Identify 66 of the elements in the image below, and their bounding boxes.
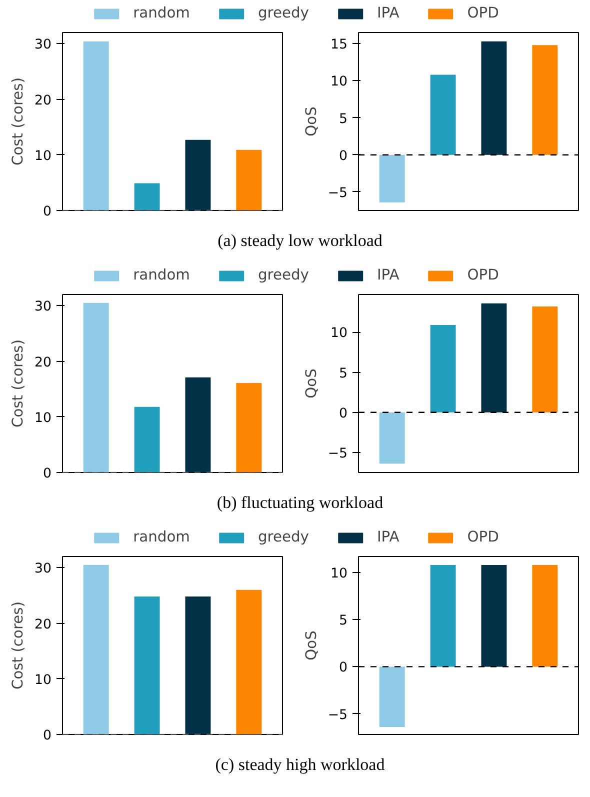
legend-label: IPA bbox=[376, 528, 400, 546]
legend-label: OPD bbox=[467, 4, 499, 22]
bar bbox=[481, 303, 507, 412]
y-tick-label: 5 bbox=[339, 112, 348, 127]
y-tick-label: 10 bbox=[34, 148, 52, 164]
y-tick-label: 15 bbox=[330, 38, 348, 53]
y-tick-label: 10 bbox=[330, 566, 348, 582]
bar bbox=[236, 150, 262, 210]
bar bbox=[185, 140, 211, 210]
text: (b) fluctuating workload bbox=[216, 492, 384, 514]
bar bbox=[532, 45, 558, 155]
bar bbox=[481, 41, 507, 155]
bar bbox=[430, 74, 456, 155]
bar bbox=[379, 412, 405, 464]
bar bbox=[379, 154, 405, 202]
legend-label: greedy bbox=[258, 266, 309, 284]
y-tick-label: 0 bbox=[339, 148, 348, 164]
y-axis-title: QoS bbox=[302, 630, 320, 660]
legend-label: random bbox=[133, 4, 190, 22]
bar bbox=[236, 590, 262, 734]
legend-label: IPA bbox=[376, 266, 400, 284]
legend-label: OPD bbox=[467, 266, 499, 284]
y-tick-label: 30 bbox=[34, 300, 52, 315]
bar bbox=[430, 324, 456, 412]
y-axis-title: Cost (cores) bbox=[10, 601, 27, 690]
y-tick-label: 0 bbox=[43, 466, 52, 482]
legend-label: greedy bbox=[258, 4, 309, 22]
y-axis-title: QoS bbox=[302, 368, 320, 398]
y-axis-title: Cost (cores) bbox=[10, 77, 27, 166]
y-tick-label: 0 bbox=[43, 728, 52, 744]
bar bbox=[83, 41, 109, 210]
y-tick-label: 10 bbox=[330, 326, 348, 342]
y-tick-label: 30 bbox=[34, 38, 52, 53]
legend-label: random bbox=[133, 266, 190, 284]
y-tick-label: 0 bbox=[339, 660, 348, 676]
bar bbox=[83, 302, 109, 472]
y-tick-label: 5 bbox=[339, 366, 348, 382]
y-tick-label: 20 bbox=[34, 93, 52, 108]
bar bbox=[185, 377, 211, 472]
y-tick-label: −5 bbox=[328, 708, 348, 723]
legend-label: IPA bbox=[376, 4, 400, 22]
y-tick-label: 20 bbox=[34, 355, 52, 370]
y-tick-label: 10 bbox=[34, 410, 52, 426]
text: (a) steady low workload bbox=[218, 230, 382, 252]
y-tick-label: 10 bbox=[330, 74, 348, 90]
legend-label: OPD bbox=[467, 528, 499, 546]
bar bbox=[532, 306, 558, 412]
y-tick-label: −5 bbox=[328, 186, 348, 201]
y-tick-label: 10 bbox=[34, 672, 52, 688]
y-tick-label: 30 bbox=[34, 562, 52, 577]
bar bbox=[185, 596, 211, 734]
y-tick-label: 20 bbox=[34, 617, 52, 632]
y-tick-label: 0 bbox=[43, 204, 52, 220]
y-axis-title: Cost (cores) bbox=[10, 339, 27, 428]
y-tick-label: 5 bbox=[339, 614, 348, 629]
bar bbox=[134, 183, 160, 210]
y-tick-label: 0 bbox=[339, 406, 348, 422]
bar bbox=[236, 382, 262, 472]
y-axis-title: QoS bbox=[302, 106, 320, 136]
bar bbox=[83, 564, 109, 734]
bar bbox=[134, 596, 160, 734]
bar bbox=[134, 406, 160, 472]
legend-label: greedy bbox=[258, 528, 309, 546]
legend-label: random bbox=[133, 528, 190, 546]
y-tick-label: −5 bbox=[328, 446, 348, 462]
text: (c) steady high workload bbox=[215, 754, 385, 776]
